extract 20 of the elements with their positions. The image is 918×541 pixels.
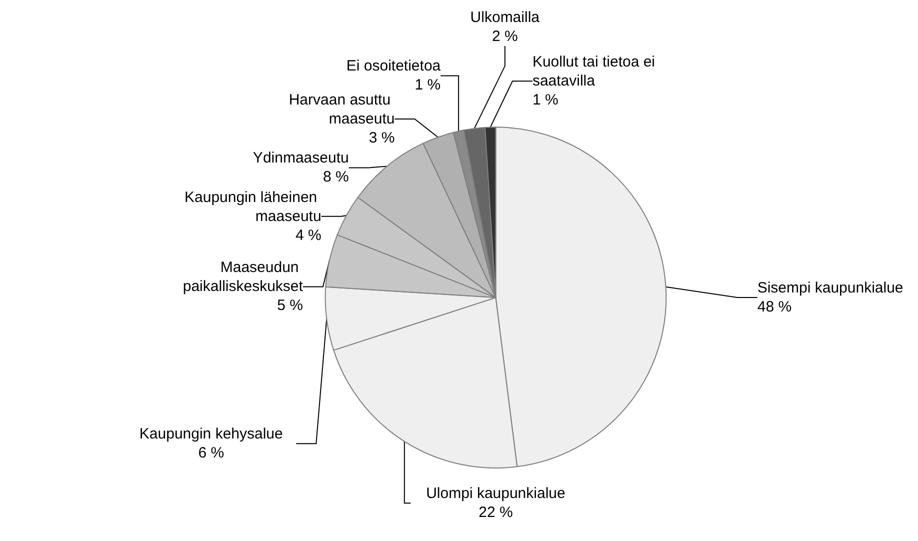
data-label: 5 %	[277, 297, 303, 314]
data-label: 3 %	[368, 130, 395, 147]
slice-label: Kuollut tai tietoa ei saatavilla	[532, 54, 660, 90]
data-label: 22 %	[478, 504, 513, 522]
slice-label: Maaseudun paikalliskeskukset	[182, 259, 304, 296]
data-label: 6 %	[198, 444, 224, 462]
slice-label: Ydinmaaseutu	[252, 150, 349, 167]
slice-label: Harvaan asuttu maaseutu	[288, 92, 395, 128]
data-label: 1 %	[532, 92, 558, 109]
slice-label: Kaupungin kehysalue	[139, 426, 283, 443]
data-label: 1 %	[414, 76, 441, 94]
data-label: 8 %	[322, 168, 349, 186]
data-label: 2 %	[492, 28, 518, 46]
slice-label: Ulkomailla	[470, 9, 540, 26]
slice-label: Ulompi kaupunkialue	[426, 485, 566, 502]
slice-label: Sisempi kaupunkialue	[757, 280, 904, 297]
slice-label: Ei osoitetietoa	[346, 58, 442, 75]
slice-label: Kaupungin läheinen maaseutu	[184, 188, 322, 225]
data-label: 4 %	[295, 226, 322, 244]
data-label: 48 %	[757, 298, 792, 316]
